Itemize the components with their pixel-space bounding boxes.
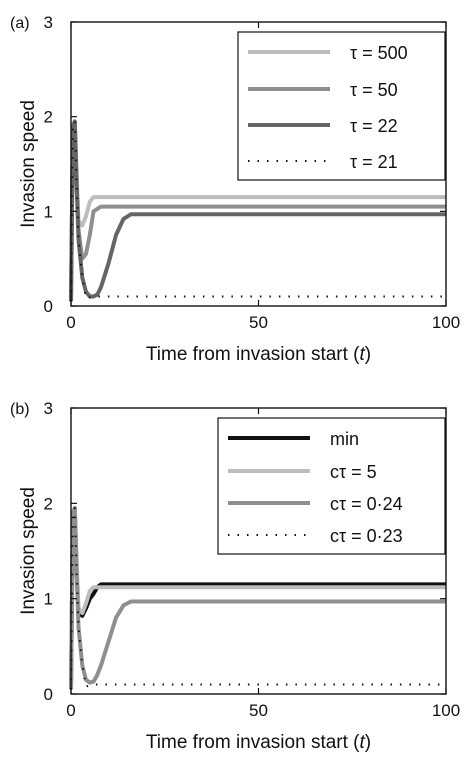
legend-label-3: cτ = 0·24 [330, 494, 403, 514]
x-axis-label-variable: t [360, 344, 366, 365]
y-axis-label: Invasion speed [18, 487, 39, 615]
legend-label-2: τ = 50 [350, 80, 398, 100]
x-tick-label: 100 [432, 701, 460, 720]
legend-label-4: cτ = 0·23 [330, 526, 403, 546]
legend: τ = 500 τ = 50 τ = 22 τ = 21 [237, 31, 446, 181]
y-tick-label: 0 [44, 297, 53, 316]
x-axis-label-text: Time from invasion start ( [146, 344, 360, 365]
legend-label-2: cτ = 5 [330, 462, 377, 482]
x-axis-label: Time from invasion start (t) [146, 732, 371, 753]
y-tick-label: 2 [44, 494, 53, 513]
x-axis-label-close: ) [365, 344, 371, 365]
chart-panel-a: (a) 0 1 2 3 0 50 100 Time from invasion start (t… [10, 13, 460, 365]
chart-panel-b: (b) 0 1 2 3 0 50 100 Time from invasion start (t… [10, 399, 460, 753]
panel-label: (a) [10, 15, 30, 32]
y-tick-label: 3 [44, 399, 53, 418]
x-tick-label: 100 [432, 313, 460, 332]
y-tick-label: 1 [44, 590, 53, 609]
x-tick-label: 50 [249, 701, 268, 720]
legend-label-1: τ = 500 [350, 43, 408, 63]
legend-label-1: min [330, 429, 359, 449]
legend: min cτ = 5 cτ = 0·24 cτ = 0·23 [217, 417, 446, 555]
series-line-3 [69, 506, 446, 690]
x-tick-label: 50 [249, 313, 268, 332]
y-tick-label: 2 [44, 108, 53, 127]
legend-label-3: τ = 22 [350, 116, 398, 136]
legend-box [217, 417, 446, 555]
panel-label: (b) [10, 401, 30, 418]
y-tick-label: 3 [44, 13, 53, 32]
x-tick-label: 0 [66, 313, 75, 332]
legend-label-4: τ = 21 [350, 152, 398, 172]
series-line-4 [70, 120, 446, 302]
x-axis-label-close: ) [365, 732, 371, 753]
x-axis-label-variable: t [360, 732, 366, 753]
x-tick-label: 0 [66, 701, 75, 720]
series-line-3 [69, 119, 446, 302]
y-axis-label: Invasion speed [18, 100, 39, 228]
x-axis-label-text: Time from invasion start ( [146, 732, 360, 753]
x-axis-label: Time from invasion start (t) [146, 344, 371, 365]
y-tick-label: 0 [44, 685, 53, 704]
legend-box [237, 31, 446, 181]
y-tick-label: 1 [44, 202, 53, 221]
